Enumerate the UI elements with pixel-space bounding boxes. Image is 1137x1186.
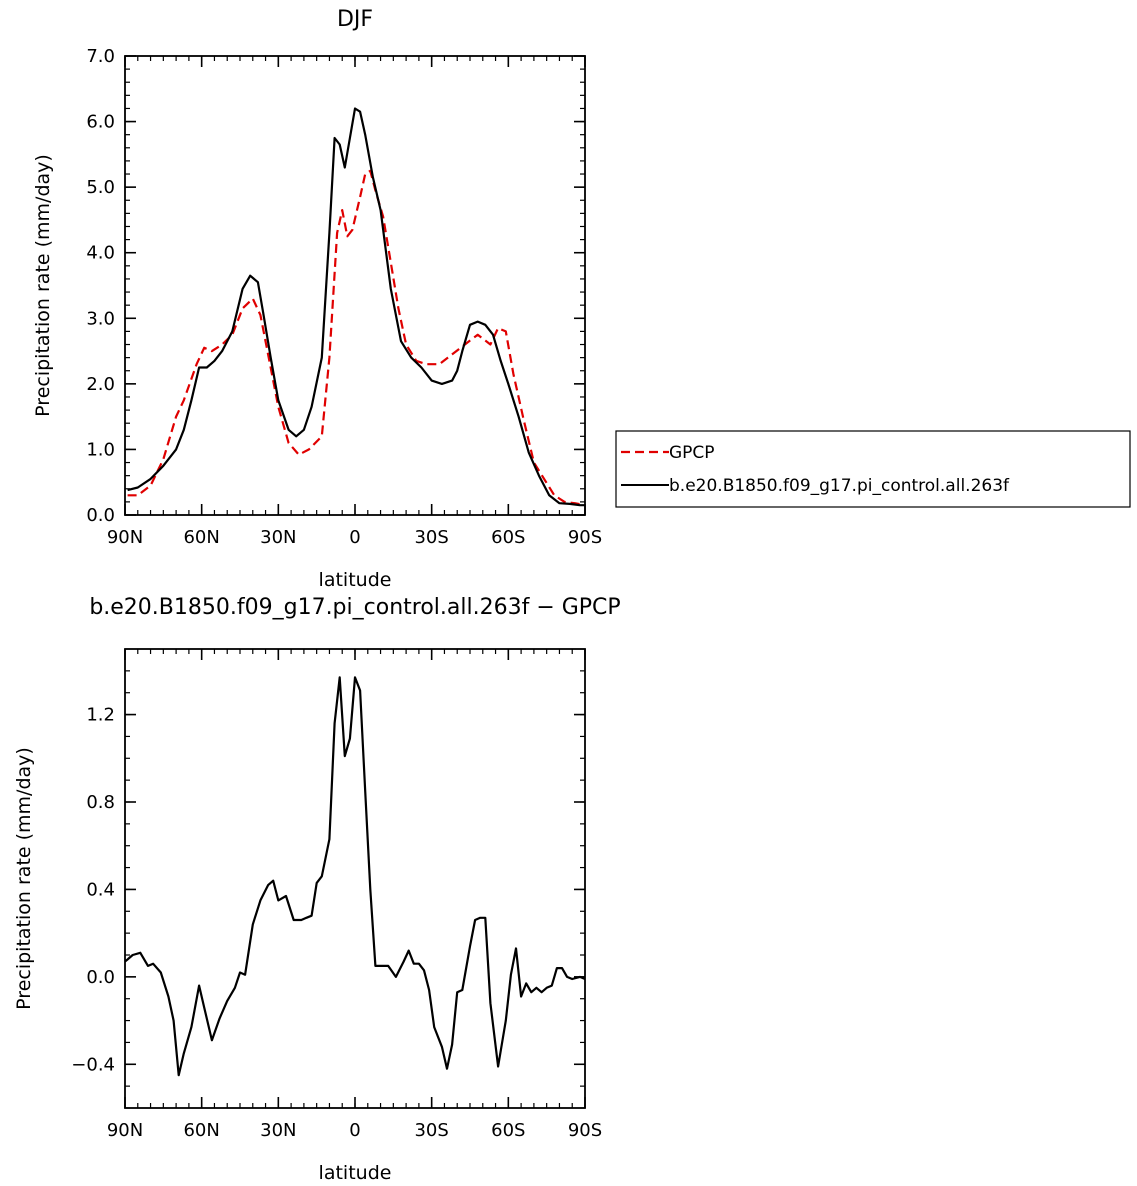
y-tick-label: 1.0 [86,439,115,460]
x-tick-label: 90N [107,1120,143,1141]
bottom-plot-title: b.e20.B1850.f09_g17.pi_control.all.263f … [89,595,620,620]
y-tick-label: 6.0 [86,112,115,133]
series-line-difference [124,676,586,1077]
x-tick-label: 30S [414,527,448,548]
y-tick-label: 0.0 [86,505,115,526]
y-tick-label: 3.0 [86,308,115,329]
x-tick-label: 0 [349,1120,360,1141]
x-tick-label: 60S [491,1120,525,1141]
y-tick-label: −0.4 [71,1054,115,1075]
x-tick-label: 0 [349,527,360,548]
bottom-plot-frame [124,648,586,1109]
bottom-plot: b.e20.B1850.f09_g17.pi_control.all.263f … [13,595,621,1184]
top-plot-x-axis-label: latitude [319,569,392,591]
series-line-model [127,107,585,507]
x-tick-label: 90S [568,527,602,548]
y-tick-label: 1.2 [86,705,115,726]
y-tick-label: 0.0 [86,967,115,988]
x-tick-label: 30N [260,1120,296,1141]
legend-label-model: b.e20.B1850.f09_g17.pi_control.all.263f [669,476,1010,496]
y-tick-label: 7.0 [86,46,115,67]
legend-box [615,430,1131,508]
x-tick-label: 30N [260,527,296,548]
x-tick-label: 60N [183,527,219,548]
x-tick-label: 90S [568,1120,602,1141]
bottom-plot-x-axis-label: latitude [319,1162,392,1184]
bottom-plot-y-axis-label: Precipitation rate (mm/day) [13,747,35,1010]
series-line-gpcp [127,169,586,507]
x-tick-label: 90N [107,527,143,548]
y-tick-label: 4.0 [86,243,115,264]
x-tick-label: 30S [414,1120,448,1141]
x-tick-label: 60N [183,1120,219,1141]
top-plot-y-axis-label: Precipitation rate (mm/day) [32,154,54,417]
x-tick-label: 60S [491,527,525,548]
y-tick-label: 2.0 [86,374,115,395]
y-tick-label: 0.8 [86,792,115,813]
y-tick-label: 5.0 [86,177,115,198]
top-plot-frame [124,55,586,516]
top-plot-title: DJF [337,7,373,32]
legend-label-gpcp: GPCP [669,443,715,463]
legend: GPCP b.e20.B1850.f09_g17.pi_control.all.… [615,430,1131,508]
top-plot: DJF 90N 60N 30N 0 30S 60S 90S 0.0 1.0 2.0 3.0 4.0 5.… [32,7,602,591]
y-tick-label: 0.4 [86,879,115,900]
